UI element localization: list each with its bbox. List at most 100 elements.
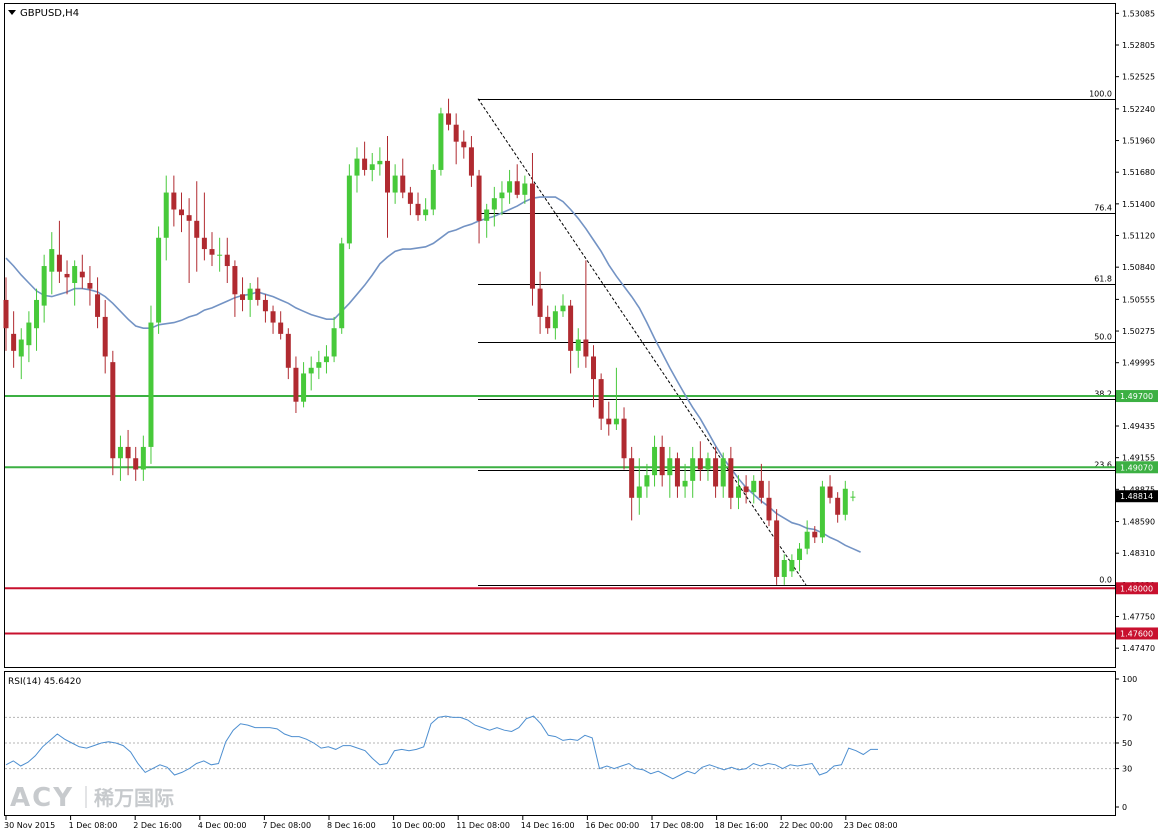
candle-body xyxy=(56,254,62,272)
candle-body xyxy=(72,266,78,283)
rsi-tick-label: 100 xyxy=(1122,675,1137,684)
candle xyxy=(758,463,764,504)
candle xyxy=(11,311,17,368)
candle-body xyxy=(11,333,17,351)
price-tick-label: 1.50555 xyxy=(1122,295,1155,304)
candle xyxy=(705,452,711,481)
candle xyxy=(385,136,390,238)
candle xyxy=(537,271,543,334)
candle-body xyxy=(194,220,200,238)
candle-body xyxy=(262,299,268,312)
price-tag-label: 1.47600 xyxy=(1120,629,1153,638)
candle-body xyxy=(423,209,429,216)
price-tag-label: 1.49070 xyxy=(1120,463,1153,472)
horizontal-lines[interactable] xyxy=(5,395,1115,635)
candle xyxy=(255,277,261,306)
candle-body xyxy=(392,175,398,193)
candle xyxy=(41,254,47,323)
price-tag: 1.48000 xyxy=(1116,582,1158,595)
symbol-title[interactable]: GBPUSD,H4 xyxy=(8,8,79,19)
price-tag: 1.49700 xyxy=(1116,390,1158,403)
candle-body xyxy=(217,254,223,256)
candle-body xyxy=(102,316,108,357)
candle xyxy=(407,186,413,216)
candle xyxy=(591,345,597,408)
candle-body xyxy=(735,486,741,498)
candle xyxy=(64,260,70,295)
candle xyxy=(789,554,795,577)
price-tag-bg xyxy=(1116,390,1158,403)
candle xyxy=(545,305,551,334)
candle-body xyxy=(781,559,787,577)
candle xyxy=(331,316,337,363)
candle xyxy=(819,480,825,544)
candle-body xyxy=(713,458,719,487)
candle-body xyxy=(606,418,612,425)
price-tick-label: 1.48310 xyxy=(1122,549,1155,558)
candle-body xyxy=(331,328,337,357)
candle xyxy=(621,407,627,470)
candle-body xyxy=(644,475,650,487)
rsi-tick-label: 70 xyxy=(1122,713,1132,722)
candle xyxy=(362,141,368,176)
candle-body xyxy=(362,158,368,170)
candle-body xyxy=(156,237,162,323)
candle xyxy=(835,492,841,523)
candle xyxy=(560,294,566,317)
price-tick-label: 1.52240 xyxy=(1122,105,1155,114)
candle-body xyxy=(766,497,772,521)
candle xyxy=(79,254,85,289)
candle xyxy=(87,266,93,306)
candle-body xyxy=(682,480,688,487)
candle xyxy=(659,435,665,487)
candle xyxy=(690,446,696,498)
rsi-tick-label: 30 xyxy=(1122,765,1132,774)
candle-body xyxy=(812,531,818,538)
candle-body xyxy=(446,113,452,125)
ma-line xyxy=(5,196,861,553)
candle xyxy=(751,475,757,504)
price-tag-label: 1.48000 xyxy=(1120,584,1153,593)
candle-body xyxy=(850,496,856,498)
candle xyxy=(499,181,505,216)
candle-body xyxy=(476,175,482,221)
candle-body xyxy=(41,266,47,306)
candle xyxy=(110,350,116,476)
candle-body xyxy=(293,367,299,402)
candle xyxy=(644,463,650,498)
price-panel-frame xyxy=(4,3,1116,668)
fibonacci-retracement[interactable]: 100.0 76.4 61.8 50.0 38.2 23.6 0.0 xyxy=(477,90,1115,586)
price-tick-label: 1.50275 xyxy=(1122,327,1155,336)
price-tick-label: 1.51960 xyxy=(1122,137,1155,146)
candle xyxy=(491,186,497,227)
candle-body xyxy=(430,169,436,210)
candle-body xyxy=(270,311,276,323)
candle-body xyxy=(201,237,207,250)
candle xyxy=(507,169,513,204)
candle xyxy=(613,367,619,430)
price-tick-label: 1.49435 xyxy=(1122,422,1155,431)
candle xyxy=(26,311,32,363)
candle-body xyxy=(507,181,513,193)
candle-body xyxy=(323,356,329,363)
rsi-tick-label: 0 xyxy=(1122,803,1127,812)
candle-body xyxy=(728,458,734,498)
moving-average xyxy=(5,196,861,553)
candle-body xyxy=(209,249,215,255)
dropdown-triangle-icon[interactable] xyxy=(8,10,16,15)
candle xyxy=(240,277,246,312)
candle xyxy=(49,232,55,295)
watermark-brand: ACY xyxy=(10,783,74,813)
candle-body xyxy=(560,305,566,312)
candle xyxy=(117,435,123,481)
rsi-axis: 100 70 50 30 0 xyxy=(1115,675,1137,812)
rsi-line xyxy=(5,715,878,780)
time-tick-label: 18 Dec 16:00 xyxy=(715,821,769,830)
time-tick-label: 22 Dec 00:00 xyxy=(779,821,833,830)
candle xyxy=(438,107,444,176)
candle xyxy=(850,491,856,502)
candle xyxy=(674,452,680,498)
candle xyxy=(125,429,131,476)
